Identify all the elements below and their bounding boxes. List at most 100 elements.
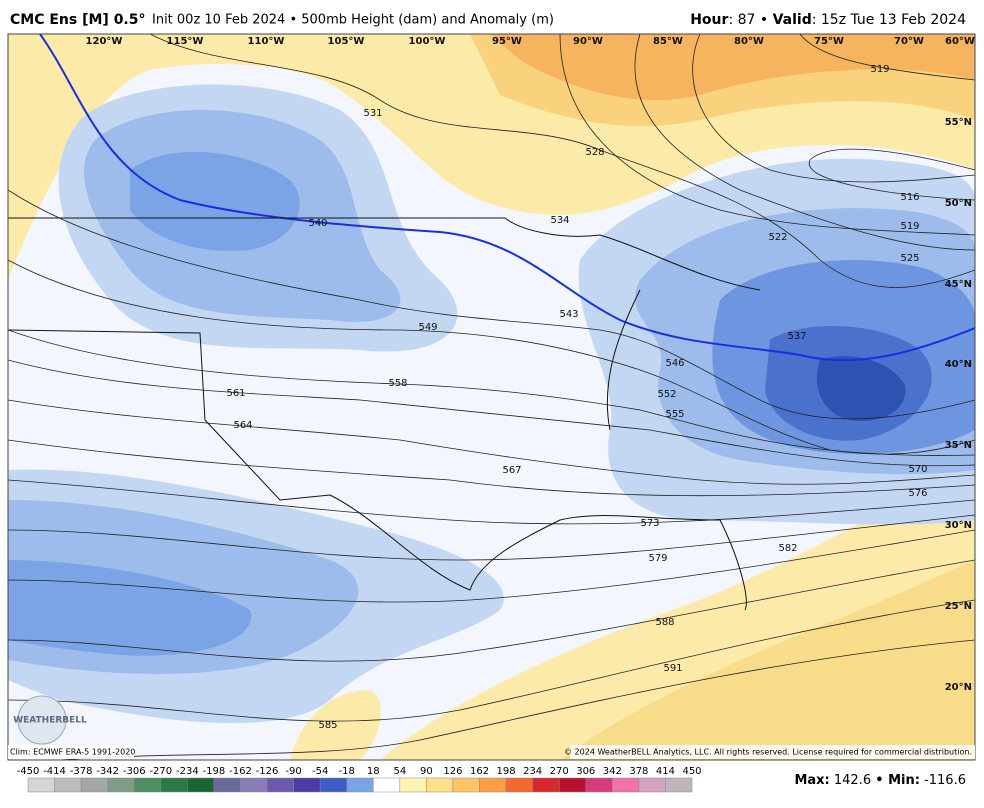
negative-anomaly — [8, 560, 252, 656]
colorbar-swatch — [638, 777, 666, 793]
longitude-label: 115°W — [167, 36, 204, 47]
contour-label: 555 — [665, 409, 684, 420]
contour — [8, 359, 975, 467]
border — [8, 217, 761, 291]
colorbar-tick-label: -414 — [43, 766, 66, 777]
contour — [8, 439, 975, 497]
colorbar-swatch — [160, 777, 188, 793]
colorbar-swatch — [133, 777, 162, 793]
positive-anomaly — [290, 690, 381, 760]
negative-anomaly — [816, 356, 906, 421]
colorbar-swatch — [665, 777, 693, 793]
contour-label: 516 — [900, 192, 919, 203]
colorbar-swatch — [80, 777, 108, 793]
valid-time: Hour: 87 • Valid: 15z Tue 13 Feb 2024 — [690, 12, 966, 28]
contour — [59, 639, 975, 760]
copyright: © 2024 WeatherBELL Analytics, LLC. All r… — [564, 748, 972, 757]
latitude-label: 30°N — [945, 520, 972, 531]
contour-label: 537 — [787, 331, 806, 342]
colorbar-swatch — [452, 777, 480, 793]
map-frame — [7, 33, 976, 761]
colorbar-swatch — [532, 777, 560, 793]
contour — [8, 599, 975, 722]
colorbar: -450 -414 -378 -342 -306 -270 -234 -198 -162 -126… — [17, 766, 702, 793]
colorbar-tick-label: 414 — [656, 766, 675, 777]
contour-label: 573 — [640, 518, 659, 529]
contour — [692, 34, 975, 183]
longitude-label: 70°W — [894, 36, 924, 47]
longitude-label: 105°W — [328, 36, 365, 47]
longitude-label: 100°W — [409, 36, 446, 47]
latitude-label: 20°N — [945, 682, 972, 693]
colorbar-swatch — [107, 777, 135, 793]
valid-value: : 15z Tue 13 Feb 2024 — [812, 12, 966, 28]
contour — [634, 34, 975, 251]
colorbar-swatch — [293, 777, 321, 793]
colorbar-tick-label: 18 — [367, 766, 380, 777]
colorbar-swatch — [187, 777, 215, 793]
colorbar-tick-label: -18 — [339, 766, 355, 777]
contour — [8, 559, 975, 662]
latitude-label: 55°N — [945, 117, 972, 128]
colorbar-tick-label: -234 — [176, 766, 199, 777]
latitude-label: 40°N — [945, 359, 972, 370]
colorbar-tick-label: 126 — [443, 766, 462, 777]
contour-label: 519 — [900, 221, 919, 232]
hour-label: Hour — [690, 12, 728, 28]
colorbar-swatch — [266, 777, 294, 793]
colorbar-tick-label: 378 — [629, 766, 648, 777]
max-value: 142.6 — [834, 773, 871, 788]
contour-label: 576 — [908, 488, 927, 499]
contour — [8, 329, 975, 456]
colorbar-tick-label: 162 — [470, 766, 489, 777]
border — [606, 289, 641, 431]
colorbar-tick-label: -270 — [149, 766, 172, 777]
contour-label: 564 — [233, 420, 252, 431]
hour-value: : 87 • — [728, 12, 772, 28]
contour-label: 528 — [585, 147, 604, 158]
colorbar-swatch — [426, 777, 454, 793]
contour-label: 558 — [388, 378, 407, 389]
colorbar-swatch — [27, 777, 55, 793]
latitude-label: 45°N — [945, 279, 972, 290]
latitude-label: 35°N — [945, 440, 972, 451]
colorbar-swatch — [213, 777, 241, 793]
contour — [149, 34, 975, 288]
contour-label: 588 — [655, 617, 674, 628]
contour — [799, 34, 975, 81]
map: WEATHERBELL Clim: ECMWF ERA-5 1991-2020 … — [7, 33, 976, 761]
contour-label: 552 — [657, 389, 676, 400]
height-contours — [8, 34, 975, 760]
contour-label: 561 — [226, 388, 245, 399]
contour-label: 540 — [308, 218, 327, 229]
contour-label: 549 — [418, 322, 437, 333]
contour-label: 525 — [900, 253, 919, 264]
label-bg — [8, 745, 134, 759]
colorbar-swatch — [479, 777, 507, 793]
valid-label: Valid — [773, 12, 812, 28]
contour-label: 543 — [559, 309, 578, 320]
longitude-label: 95°W — [492, 36, 522, 47]
logo: WEATHERBELL — [13, 716, 87, 726]
colorbar-tick-label: 342 — [603, 766, 622, 777]
colorbar-tick-label: 450 — [682, 766, 701, 777]
colorbar-swatch — [558, 777, 587, 793]
colorbar-tick-label: 270 — [550, 766, 569, 777]
colorbar-tick-label: 234 — [523, 766, 542, 777]
contour-label: 534 — [550, 215, 569, 226]
contour-label: 522 — [768, 232, 787, 243]
colorbar-tick-label: -450 — [17, 766, 40, 777]
contour-label: 567 — [502, 465, 521, 476]
logo-globe — [17, 695, 67, 745]
colorbar-tick-label: -306 — [123, 766, 146, 777]
colorbar-tick-label: -162 — [229, 766, 252, 777]
contour-label: 546 — [665, 358, 684, 369]
colorbar-swatch — [54, 777, 82, 793]
contour-label: 531 — [363, 108, 382, 119]
description: Init 00z 10 Feb 2024 • 500mb Height (dam… — [152, 13, 554, 28]
colorbar-tick-label: -198 — [203, 766, 226, 777]
latitude-label: 25°N — [945, 601, 972, 612]
colorbar-tick-label: -378 — [70, 766, 93, 777]
contour — [8, 514, 975, 561]
